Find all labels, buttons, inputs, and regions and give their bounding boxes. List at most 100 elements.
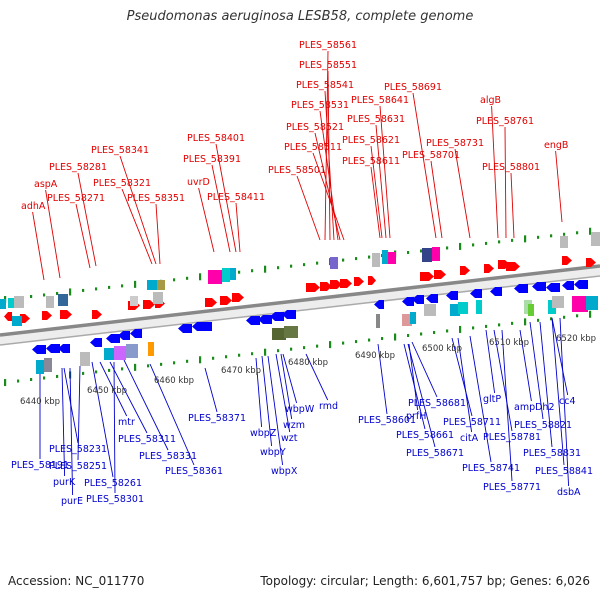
gene-label[interactable]: PLES_58771 <box>483 482 541 493</box>
gene-label[interactable]: PLES_58631 <box>347 114 405 125</box>
reverse-gene-arrow[interactable] <box>58 344 70 353</box>
gene-label[interactable]: PLES_58671 <box>406 448 464 459</box>
gene-label[interactable]: mtr <box>118 417 135 428</box>
gene-label[interactable]: prfH <box>406 411 426 422</box>
gene-label[interactable]: wzm <box>283 420 305 431</box>
gene-label[interactable]: wbpZ <box>250 428 277 439</box>
gene-label[interactable]: PLES_58511 <box>284 142 342 153</box>
gene-label[interactable]: wbpY <box>260 447 286 458</box>
forward-gene-arrow[interactable] <box>506 262 520 271</box>
gene-label[interactable]: PLES_58731 <box>426 138 484 149</box>
gene-label[interactable]: purK <box>53 477 76 488</box>
forward-gene-arrow[interactable] <box>205 298 217 307</box>
gene-label[interactable]: dsbA <box>557 487 581 498</box>
forward-gene-arrow[interactable] <box>354 277 364 286</box>
gene-label[interactable]: PLES_58371 <box>188 413 246 424</box>
reverse-gene-arrow[interactable] <box>130 329 142 338</box>
reverse-gene-arrow[interactable] <box>426 294 438 303</box>
gene-label[interactable]: cc4 <box>559 396 576 407</box>
forward-gene-arrow[interactable] <box>92 310 102 319</box>
forward-gene-arrow[interactable] <box>306 283 320 292</box>
gene-label[interactable]: aspA <box>34 179 58 190</box>
gene-label[interactable]: citA <box>460 433 479 444</box>
gene-label[interactable]: purE <box>61 496 83 507</box>
reverse-gene-arrow[interactable] <box>470 289 482 298</box>
reverse-gene-arrow[interactable] <box>258 315 272 324</box>
gene-label[interactable]: wzt <box>281 433 298 444</box>
gene-label[interactable]: gltP <box>483 394 501 405</box>
gene-label[interactable]: PLES_58701 <box>402 150 460 161</box>
reverse-gene-arrow[interactable] <box>46 344 60 353</box>
reverse-gene-arrow[interactable] <box>490 287 502 296</box>
gene-label[interactable]: PLES_58821 <box>514 420 572 431</box>
gene-label[interactable]: PLES_58191 <box>11 460 69 471</box>
gene-label[interactable]: PLES_58841 <box>535 466 593 477</box>
gene-label[interactable]: PLES_58301 <box>86 494 144 505</box>
forward-gene-arrow[interactable] <box>420 272 434 281</box>
gene-label[interactable]: adhA <box>21 201 46 212</box>
gene-label[interactable]: PLES_58331 <box>139 451 197 462</box>
gene-label[interactable]: PLES_58311 <box>118 434 176 445</box>
gene-label[interactable]: PLES_58261 <box>84 478 142 489</box>
reverse-gene-arrow[interactable] <box>178 324 192 333</box>
gene-label[interactable]: PLES_58801 <box>482 162 540 173</box>
gene-label[interactable]: ampDh2 <box>514 402 555 413</box>
gene-label[interactable]: algB <box>480 95 501 106</box>
forward-gene-arrow[interactable] <box>220 296 232 305</box>
gene-label[interactable]: PLES_58641 <box>351 95 409 106</box>
gene-label[interactable]: PLES_58351 <box>127 193 185 204</box>
gene-label[interactable]: PLES_58761 <box>476 116 534 127</box>
reverse-gene-arrow[interactable] <box>246 316 260 325</box>
gene-label[interactable]: PLES_58401 <box>187 133 245 144</box>
reverse-gene-arrow[interactable] <box>118 331 130 340</box>
gene-label[interactable]: PLES_58531 <box>291 100 349 111</box>
forward-gene-arrow[interactable] <box>143 300 155 309</box>
reverse-gene-arrow[interactable] <box>574 280 588 289</box>
reverse-gene-arrow[interactable] <box>412 295 424 304</box>
gene-label[interactable]: PLES_58691 <box>384 82 442 93</box>
gene-label[interactable]: PLES_58711 <box>443 417 501 428</box>
gene-label[interactable]: uvrD <box>187 177 210 188</box>
reverse-gene-arrow[interactable] <box>4 312 12 321</box>
gene-label[interactable]: wbpW <box>285 404 315 415</box>
gene-label[interactable]: PLES_58781 <box>483 432 541 443</box>
gene-label[interactable]: PLES_58831 <box>523 448 581 459</box>
reverse-gene-arrow[interactable] <box>374 300 384 309</box>
gene-label[interactable]: PLES_58601 <box>358 415 416 426</box>
forward-gene-arrow[interactable] <box>60 310 72 319</box>
gene-label[interactable]: PLES_58741 <box>462 463 520 474</box>
reverse-gene-arrow[interactable] <box>402 297 414 306</box>
forward-gene-arrow[interactable] <box>368 276 376 285</box>
reverse-gene-arrow[interactable] <box>270 312 284 321</box>
gene-label[interactable]: PLES_58541 <box>296 80 354 91</box>
gene-label[interactable]: PLES_58411 <box>207 192 265 203</box>
forward-gene-arrow[interactable] <box>484 264 494 273</box>
reverse-gene-arrow[interactable] <box>106 334 120 343</box>
gene-label[interactable]: PLES_58391 <box>183 154 241 165</box>
gene-label[interactable]: rmd <box>319 401 338 412</box>
gene-label[interactable]: PLES_58281 <box>49 162 107 173</box>
gene-label[interactable]: PLES_58361 <box>165 466 223 477</box>
reverse-gene-arrow[interactable] <box>282 310 296 319</box>
forward-gene-arrow[interactable] <box>434 270 446 279</box>
forward-gene-arrow[interactable] <box>562 256 572 265</box>
gene-label[interactable]: PLES_58321 <box>93 178 151 189</box>
reverse-gene-arrow[interactable] <box>562 281 574 290</box>
reverse-gene-arrow[interactable] <box>446 291 458 300</box>
forward-gene-arrow[interactable] <box>232 293 244 302</box>
reverse-gene-arrow[interactable] <box>192 322 212 331</box>
reverse-gene-arrow[interactable] <box>546 283 560 292</box>
gene-label[interactable]: wbpX <box>271 466 298 477</box>
gene-label[interactable]: PLES_58611 <box>342 156 400 167</box>
gene-label[interactable]: PLES_58521 <box>286 122 344 133</box>
gene-label[interactable]: PLES_58501 <box>268 165 326 176</box>
forward-gene-arrow[interactable] <box>586 258 596 267</box>
gene-label[interactable]: PLES_58561 <box>299 40 357 51</box>
gene-label[interactable]: PLES_58341 <box>91 145 149 156</box>
forward-gene-arrow[interactable] <box>320 282 332 291</box>
gene-label[interactable]: PLES_58551 <box>299 60 357 71</box>
forward-gene-arrow[interactable] <box>20 314 30 323</box>
gene-label[interactable]: PLES_58621 <box>342 135 400 146</box>
gene-label[interactable]: PLES_58251 <box>49 461 107 472</box>
